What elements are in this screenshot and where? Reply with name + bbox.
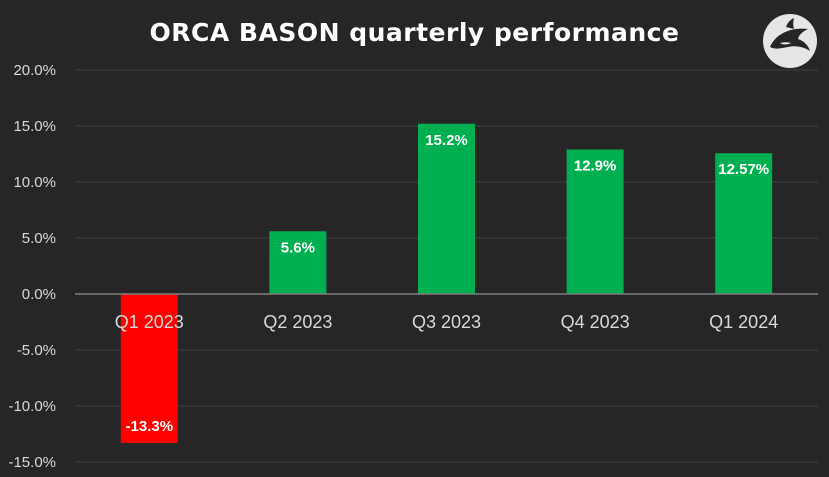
y-tick-label: 5.0% bbox=[22, 230, 56, 247]
bar bbox=[715, 153, 773, 294]
y-tick-label: -5.0% bbox=[17, 342, 56, 359]
category-label: Q1 2024 bbox=[709, 312, 778, 332]
data-label: 12.57% bbox=[718, 161, 769, 178]
bar bbox=[120, 294, 178, 443]
y-tick-label: -10.0% bbox=[8, 398, 56, 415]
data-label: 12.9% bbox=[574, 158, 617, 175]
y-tick-label: 20.0% bbox=[13, 62, 56, 79]
data-label: 5.6% bbox=[281, 239, 315, 256]
labels: 20.0% 15.0% 10.0% 5.0% 0.0% -5.0% -10.0% -15.0%… bbox=[8, 62, 778, 471]
bars bbox=[120, 123, 773, 443]
y-tick-label: 10.0% bbox=[13, 174, 56, 191]
bar bbox=[269, 231, 327, 294]
chart-title: ORCA BASON quarterly performance bbox=[149, 18, 680, 47]
y-tick-label: 15.0% bbox=[13, 118, 56, 135]
data-label: -13.3% bbox=[126, 418, 174, 435]
bar bbox=[418, 123, 475, 294]
y-tick-label: -15.0% bbox=[8, 454, 56, 471]
category-label: Q4 2023 bbox=[561, 312, 630, 332]
data-label: 15.2% bbox=[425, 132, 468, 149]
orca-logo-icon bbox=[763, 14, 817, 68]
category-label: Q1 2023 bbox=[115, 312, 184, 332]
bar bbox=[566, 149, 624, 294]
y-tick-label: 0.0% bbox=[22, 286, 56, 303]
category-label: Q3 2023 bbox=[412, 312, 481, 332]
category-label: Q2 2023 bbox=[263, 312, 332, 332]
